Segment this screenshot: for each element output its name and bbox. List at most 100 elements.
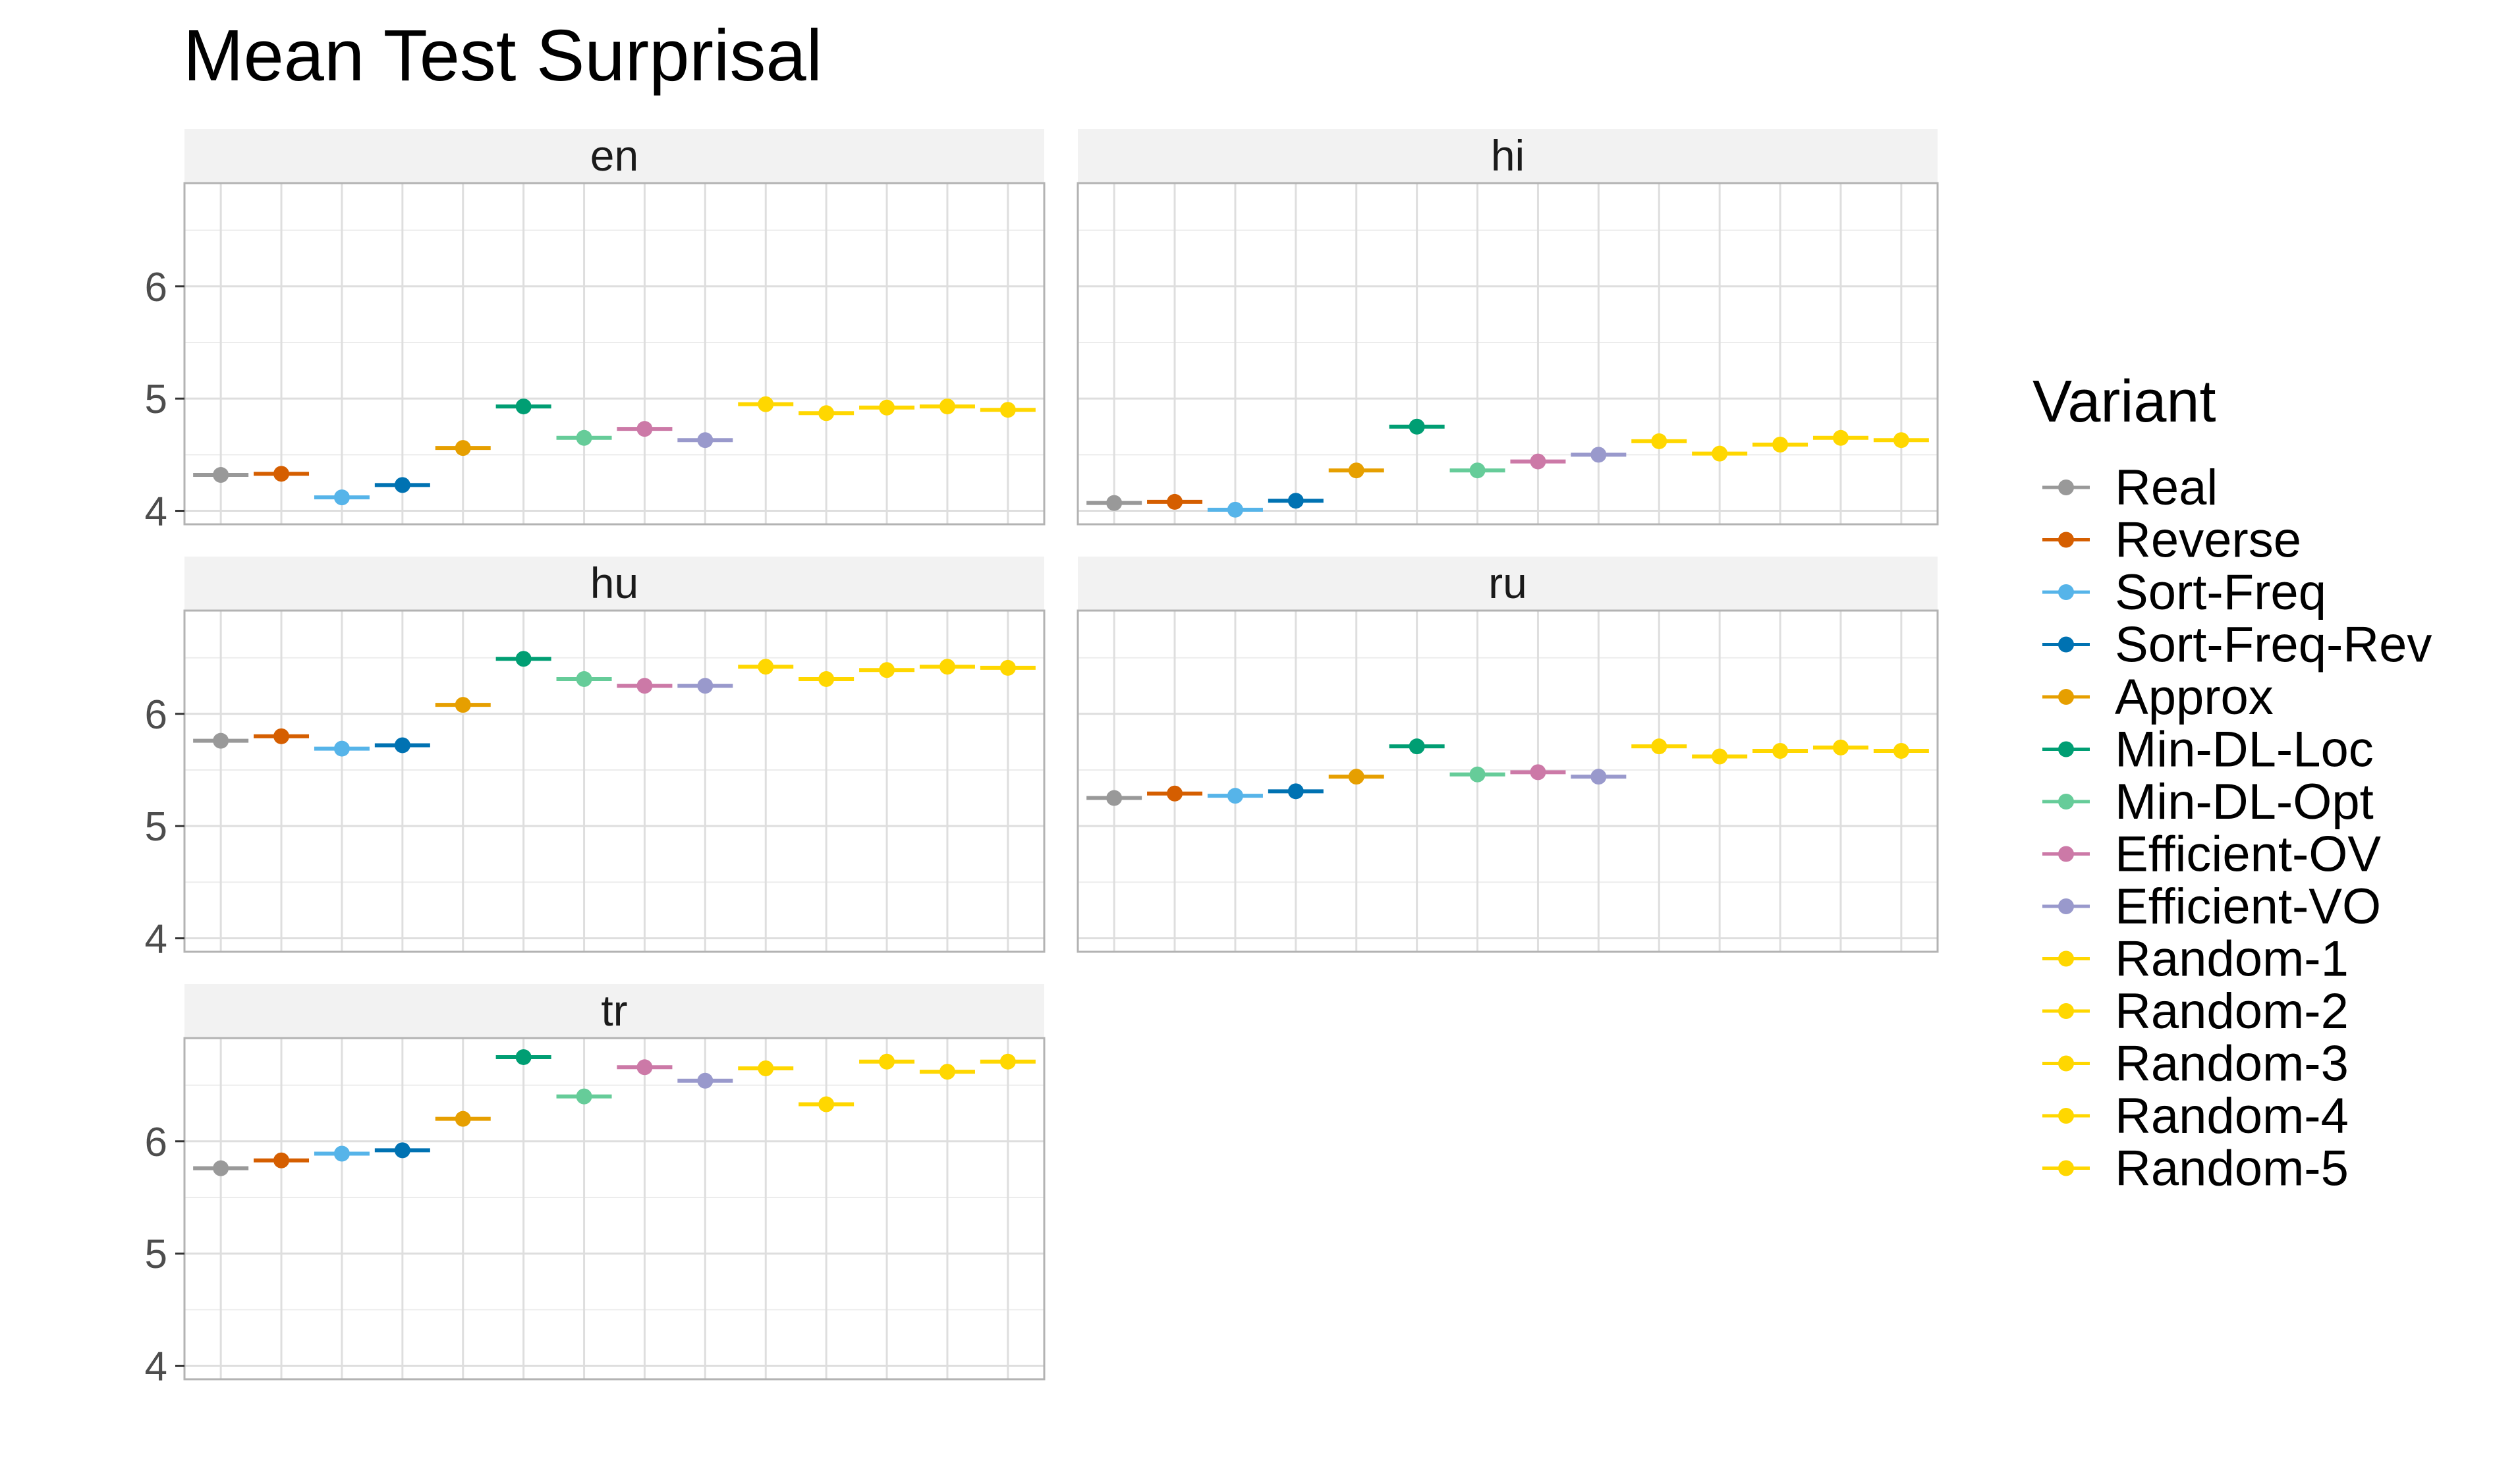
legend-key-point xyxy=(2058,741,2074,757)
mark-point-Real xyxy=(213,467,229,483)
legend-key-point xyxy=(2058,532,2074,548)
mark-point-Efficient-VO xyxy=(697,1072,714,1089)
mark-point-Sort-Freq-Rev xyxy=(394,737,410,754)
mark-point-Efficient-OV xyxy=(636,678,653,694)
mark-point-Random-4 xyxy=(1832,429,1849,446)
mark-point-Reverse xyxy=(1167,493,1183,510)
mark-point-Efficient-VO xyxy=(1590,447,1607,463)
facet-panel-en: en 4 5 6 xyxy=(145,129,1046,535)
legend-item-Approx: Approx xyxy=(2042,669,2274,725)
mark-point-Random-1 xyxy=(1651,433,1667,449)
facet-panel-tr: tr 4 5 6 xyxy=(145,984,1046,1390)
mark-point-Random-2 xyxy=(818,1096,835,1112)
legend-label: Sort-Freq-Rev xyxy=(2115,617,2432,673)
legend-item-Min-DL-Opt: Min-DL-Opt xyxy=(2042,774,2374,830)
legend-item-Reverse: Reverse xyxy=(2042,512,2301,568)
y-tick-label: 5 xyxy=(145,804,167,850)
mark-point-Random-4 xyxy=(939,1064,955,1080)
mark-point-Min-DL-Loc xyxy=(1409,738,1425,755)
mark-point-Approx xyxy=(455,440,471,456)
legend-key-point xyxy=(2058,846,2074,862)
mark-point-Min-DL-Opt xyxy=(576,671,592,687)
mark-point-Efficient-OV xyxy=(1530,764,1546,781)
panel-border xyxy=(183,1037,1046,1381)
facet-panel-hu: hu 4 5 6 xyxy=(145,557,1046,962)
panel-background xyxy=(1078,183,1938,524)
facet-strip-label: tr xyxy=(601,986,627,1035)
mark-point-Sort-Freq xyxy=(333,1145,350,1162)
mark-point-Min-DL-Loc xyxy=(515,651,532,667)
y-tick-label: 4 xyxy=(145,917,167,962)
y-tick-label: 6 xyxy=(145,692,167,738)
mark-point-Random-5 xyxy=(999,402,1016,418)
legend-key-point xyxy=(2058,480,2074,495)
legend-label: Random-3 xyxy=(2115,1036,2349,1092)
legend-label: Real xyxy=(2115,460,2218,516)
legend-label: Random-5 xyxy=(2115,1141,2349,1197)
legend-label: Min-DL-Opt xyxy=(2115,774,2374,830)
mark-point-Min-DL-Opt xyxy=(576,1088,592,1105)
mark-point-Random-4 xyxy=(939,398,955,415)
mark-point-Approx xyxy=(1348,769,1364,785)
mark-point-Sort-Freq xyxy=(1227,788,1243,804)
y-tick-label: 6 xyxy=(145,265,167,310)
facet-strip xyxy=(184,984,1044,1038)
mark-point-Min-DL-Loc xyxy=(515,398,532,415)
legend-label: Min-DL-Loc xyxy=(2115,722,2374,778)
legend-label: Random-1 xyxy=(2115,931,2349,987)
y-tick-label: 5 xyxy=(145,1232,167,1277)
mark-point-Efficient-VO xyxy=(697,432,714,449)
mark-point-Random-3 xyxy=(879,662,895,678)
legend-item-Real: Real xyxy=(2042,460,2218,516)
legend-item-Random-4: Random-4 xyxy=(2042,1088,2349,1144)
mark-point-Random-1 xyxy=(758,659,774,675)
legend-key-point xyxy=(2058,1160,2074,1176)
legend-key-point xyxy=(2058,1108,2074,1124)
mark-point-Efficient-VO xyxy=(697,678,714,694)
mark-point-Real xyxy=(1106,495,1123,511)
legend-key-point xyxy=(2058,689,2074,705)
chart-title: Mean Test Surprisal xyxy=(183,15,822,96)
mark-point-Random-4 xyxy=(939,659,955,675)
panel-background xyxy=(184,183,1044,524)
mark-point-Reverse xyxy=(1167,785,1183,802)
mark-point-Min-DL-Opt xyxy=(1469,766,1486,782)
mark-point-Real xyxy=(213,1160,229,1176)
y-tick-label: 4 xyxy=(145,1344,167,1390)
facet-panels: en 4 5 6 hi hu 4 5 6 ru tr 4 5 6 xyxy=(145,129,1939,1390)
mark-point-Sort-Freq xyxy=(333,740,350,757)
mark-point-Min-DL-Loc xyxy=(1409,418,1425,435)
legend-label: Reverse xyxy=(2115,512,2301,568)
panel-border xyxy=(1077,609,1939,953)
mark-point-Random-5 xyxy=(1893,742,1909,759)
legend-item-Random-2: Random-2 xyxy=(2042,983,2349,1039)
legend-label: Efficient-OV xyxy=(2115,827,2381,883)
mark-point-Efficient-OV xyxy=(636,421,653,437)
panel-background xyxy=(1078,611,1938,952)
mark-point-Efficient-OV xyxy=(1530,453,1546,470)
facet-strip xyxy=(184,129,1044,183)
legend-key-point xyxy=(2058,794,2074,810)
mark-point-Random-2 xyxy=(1712,748,1728,765)
mark-point-Random-1 xyxy=(758,1060,774,1077)
facet-strip-label: hi xyxy=(1491,131,1525,180)
panel-background xyxy=(184,611,1044,952)
mark-point-Sort-Freq xyxy=(1227,501,1243,518)
mark-point-Sort-Freq-Rev xyxy=(394,477,410,493)
panel-background xyxy=(184,1038,1044,1379)
legend-item-Min-DL-Loc: Min-DL-Loc xyxy=(2042,722,2374,778)
legend-label: Sort-Freq xyxy=(2115,564,2326,620)
mark-point-Efficient-VO xyxy=(1590,769,1607,785)
mark-point-Random-1 xyxy=(1651,738,1667,755)
mark-point-Random-3 xyxy=(1772,437,1789,453)
mark-point-Reverse xyxy=(273,728,290,744)
legend-label: Efficient-VO xyxy=(2115,879,2381,935)
mark-point-Sort-Freq xyxy=(333,489,350,506)
y-tick-label: 4 xyxy=(145,489,167,535)
mark-point-Min-DL-Opt xyxy=(576,429,592,446)
mark-point-Sort-Freq-Rev xyxy=(394,1142,410,1159)
facet-panel-hi: hi xyxy=(1077,129,1939,526)
legend-key-point xyxy=(2058,1003,2074,1019)
legend-label: Random-4 xyxy=(2115,1088,2349,1144)
legend-title: Variant xyxy=(2032,369,2216,435)
